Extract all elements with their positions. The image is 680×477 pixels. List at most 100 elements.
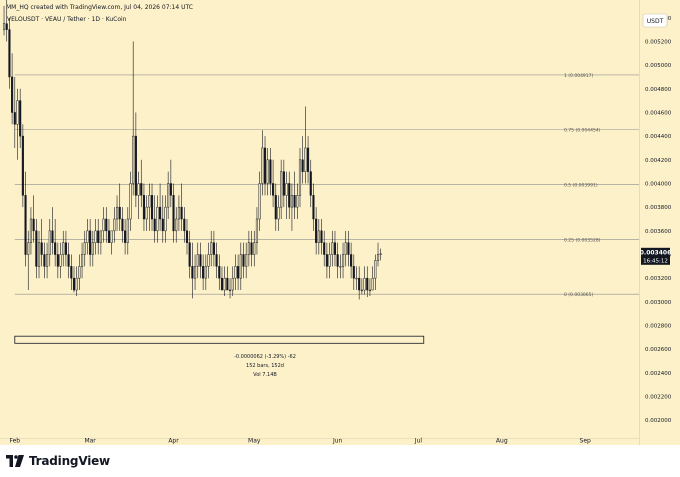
candle <box>371 266 374 291</box>
candle <box>99 230 102 255</box>
candle <box>183 207 186 243</box>
candle <box>24 171 27 267</box>
candle <box>35 219 38 279</box>
candle <box>16 88 19 160</box>
candle <box>64 230 67 267</box>
time-axis[interactable]: Feb Mar Apr May Jun Jul Aug Sep <box>9 438 591 445</box>
candle <box>51 207 54 255</box>
price-axis[interactable]: 0.0054000.0052000.0050000.0048000.004600… <box>645 16 672 424</box>
candle <box>234 254 237 291</box>
candle <box>293 171 296 219</box>
candle <box>333 230 337 267</box>
candle <box>118 183 121 231</box>
candle <box>250 230 253 267</box>
candle <box>269 147 272 196</box>
price-tick-label: 0.003000 <box>645 300 672 306</box>
candle <box>37 230 41 279</box>
price-tick-label: 0.005200 <box>645 39 672 45</box>
candle <box>298 147 302 208</box>
candle <box>339 254 342 279</box>
candle <box>245 242 248 279</box>
candle <box>134 112 137 208</box>
candle <box>376 242 380 267</box>
currency-badge[interactable]: USDT <box>642 13 668 28</box>
candle <box>202 254 205 291</box>
candle <box>43 242 46 279</box>
measure-change-label: -0.0000062 (-3.29%) -62 <box>234 354 296 360</box>
candle <box>228 278 232 299</box>
candle <box>272 159 275 208</box>
price-tick-label: 0.002800 <box>645 324 672 330</box>
symbol-title[interactable]: VELOUSDT · VEAU / Tether · 1D · KuCoin <box>7 16 127 23</box>
candle <box>32 195 35 243</box>
candle <box>288 171 291 219</box>
candle <box>86 219 89 255</box>
candle <box>374 254 377 291</box>
candle <box>89 219 92 267</box>
time-tick-label: Feb <box>9 438 20 445</box>
candle <box>126 207 129 255</box>
candle <box>185 219 189 255</box>
price-tick-label: 0.004000 <box>645 181 672 187</box>
candle <box>307 136 310 184</box>
fib-retracement[interactable]: 1 (0.004917) 0.75 (0.004454) 0.5 (0.003991… <box>14 73 639 298</box>
time-tick-label: Aug <box>496 438 508 445</box>
candle <box>27 230 30 291</box>
fib-level-label: 0.5 (0.003991) <box>564 183 598 189</box>
measure-range-box[interactable] <box>14 335 425 344</box>
candle <box>261 130 264 196</box>
candle <box>258 171 261 231</box>
candle <box>226 266 229 291</box>
candle <box>301 136 304 184</box>
time-tick-label: Jun <box>332 438 343 445</box>
candle <box>72 266 76 293</box>
candle <box>253 230 256 267</box>
time-tick-label: May <box>248 438 261 445</box>
measure-volume-label: Vol 7.14B <box>253 372 277 378</box>
candle <box>142 183 145 231</box>
fib-level-label: 1 (0.004917) <box>564 73 594 79</box>
tradingview-logo-icon <box>6 455 24 467</box>
candle <box>67 242 70 279</box>
candle <box>312 183 315 231</box>
price-tick-label: 0.002000 <box>645 418 672 424</box>
candle <box>29 207 32 255</box>
candle <box>70 254 73 291</box>
candle <box>352 254 355 291</box>
candle <box>350 242 353 279</box>
candle <box>304 106 307 184</box>
candle <box>113 207 116 243</box>
price-tick-label: 0.004200 <box>645 158 672 164</box>
candle <box>196 242 199 279</box>
candle <box>62 230 65 267</box>
candle <box>11 53 14 125</box>
candle <box>191 242 194 299</box>
candle <box>59 242 62 279</box>
candle <box>223 266 226 296</box>
measure-tool[interactable]: -0.0000062 (-3.29%) -62 152 bars, 152d V… <box>14 335 425 378</box>
price-tick-label: 0.003200 <box>645 276 672 282</box>
candle <box>366 266 369 298</box>
candle <box>315 207 318 255</box>
candle <box>360 278 363 295</box>
candle <box>358 266 361 300</box>
bar-countdown: 16:45:12 <box>643 258 668 264</box>
candle <box>177 195 180 231</box>
candle <box>159 183 162 231</box>
candle <box>124 219 127 255</box>
candle <box>247 230 250 267</box>
candle <box>317 219 320 255</box>
candle <box>199 242 202 279</box>
candle <box>8 17 11 89</box>
candle <box>323 230 326 267</box>
candle <box>148 183 151 231</box>
candle <box>94 219 97 255</box>
candle <box>344 230 347 267</box>
candle <box>341 242 345 279</box>
candle <box>320 219 323 255</box>
candle <box>290 183 293 231</box>
price-tick-label: 0.004800 <box>645 87 672 93</box>
candle <box>48 219 51 267</box>
candle <box>336 242 339 279</box>
tradingview-logo[interactable]: TradingView <box>6 454 110 468</box>
